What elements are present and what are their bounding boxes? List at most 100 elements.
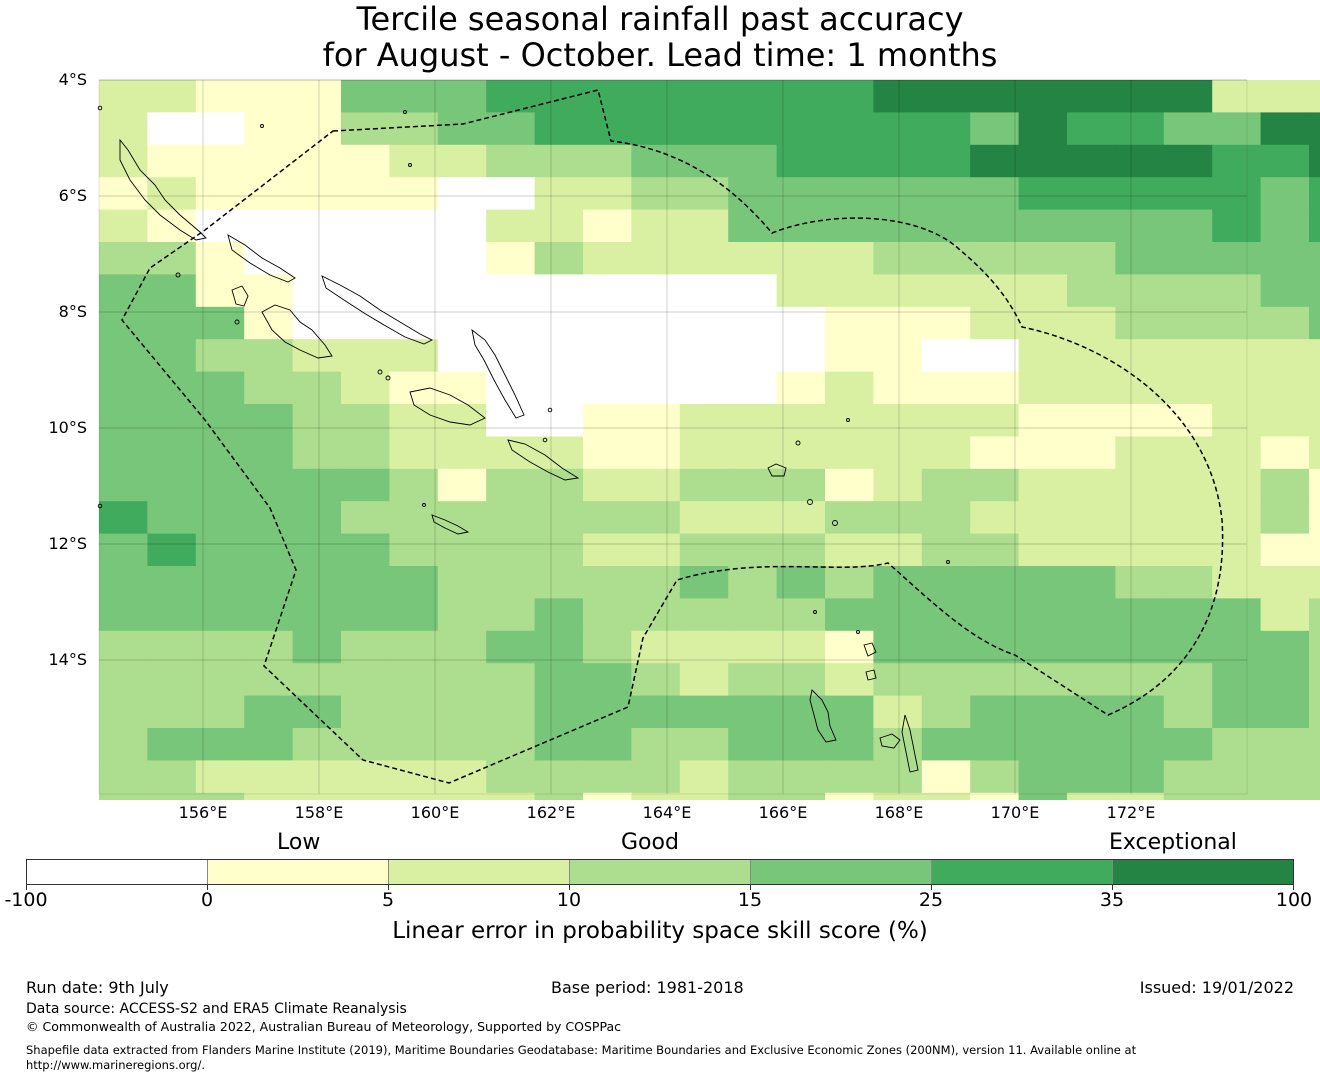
grid-cell	[1115, 598, 1165, 632]
grid-cell	[486, 533, 536, 567]
grid-cell	[244, 209, 294, 243]
grid-cell	[873, 274, 923, 308]
grid-cell	[534, 274, 584, 308]
grid-cell	[631, 306, 681, 340]
grid-cell	[195, 760, 245, 794]
grid-cell	[776, 209, 826, 243]
grid-cell	[679, 80, 729, 113]
colorbar-tick-mark	[931, 885, 932, 890]
grid-cell	[825, 630, 874, 664]
grid-cell	[147, 663, 197, 697]
grid-cell	[1163, 80, 1213, 113]
grid-cell	[873, 306, 923, 340]
grid-cell	[99, 436, 148, 470]
grid-cell	[1212, 209, 1262, 243]
grid-cell	[583, 112, 632, 146]
grid-cell	[1260, 695, 1310, 729]
grid-cell	[1163, 663, 1213, 697]
grid-cell	[99, 663, 148, 697]
grid-cell	[728, 339, 778, 373]
grid-cell	[1212, 792, 1262, 800]
grid-cell	[147, 533, 197, 567]
grid-cell	[1212, 630, 1262, 664]
grid-cell	[1115, 209, 1165, 243]
grid-cell	[970, 760, 1020, 794]
grid-cell	[921, 792, 971, 800]
grid-cell	[389, 566, 439, 599]
colorbar-segment	[27, 860, 208, 884]
grid-cell	[292, 501, 342, 535]
lat-label-6s: 6°S	[58, 186, 87, 205]
grid-cell	[1309, 663, 1320, 697]
grid-cell	[728, 760, 778, 794]
grid-cell	[437, 533, 487, 567]
grid-cell	[341, 468, 390, 502]
grid-cell	[1067, 760, 1116, 794]
grid-cell	[244, 695, 294, 729]
grid-cell	[776, 566, 826, 599]
grid-cell	[1067, 80, 1116, 113]
grid-cell	[1163, 242, 1213, 275]
grid-cell	[99, 695, 148, 729]
grid-cell	[1163, 306, 1213, 340]
grid-cell	[244, 663, 294, 697]
vanuatu-mid-coast	[879, 733, 901, 749]
grid-cell	[970, 792, 1020, 800]
vanuatu-islet-coast	[865, 669, 877, 681]
grid-cell	[486, 209, 536, 243]
shapefile-url: http://www.marineregions.org/.	[26, 1058, 205, 1072]
grid-cell	[1067, 242, 1116, 275]
grid-cell	[631, 80, 681, 113]
grid-cell	[1260, 80, 1310, 113]
grid-cell	[341, 209, 390, 243]
grid-cell	[1212, 306, 1262, 340]
grid-cell	[341, 695, 390, 729]
graticule	[99, 79, 1247, 794]
grid-cell	[1018, 306, 1068, 340]
grid-cell	[970, 468, 1020, 502]
grid-cell	[873, 242, 923, 275]
grid-cell	[776, 306, 826, 340]
grid-cell	[873, 468, 923, 502]
grid-cell	[728, 695, 778, 729]
grid-cell	[873, 436, 923, 470]
grid-cell	[1018, 663, 1068, 697]
grid-cell	[1115, 663, 1165, 697]
grid-cell	[292, 566, 342, 599]
grid-cell	[534, 339, 584, 373]
grid-cell	[970, 728, 1020, 761]
grid-cell	[1309, 274, 1320, 308]
grid-cell	[1260, 501, 1310, 535]
grid-cell	[825, 177, 874, 211]
grid-cell	[437, 792, 487, 800]
grid-cell	[1260, 144, 1310, 178]
grid-cell	[292, 371, 342, 405]
grid-cell	[437, 209, 487, 243]
grid-cell	[728, 663, 778, 697]
grid-cell	[776, 728, 826, 761]
grid-cell	[1260, 663, 1310, 697]
grid-cell	[99, 112, 148, 146]
grid-cell	[486, 630, 536, 664]
grid-cell	[1309, 177, 1320, 211]
grid-cell	[776, 501, 826, 535]
grid-cell	[147, 209, 197, 243]
grid-cell	[1309, 533, 1320, 567]
colorbar-tick-mark	[388, 885, 389, 890]
grid-cell	[486, 663, 536, 697]
grid-cell	[1212, 566, 1262, 599]
grid-cell	[437, 695, 487, 729]
grid-cell	[679, 404, 729, 437]
grid-cell	[1260, 533, 1310, 567]
grid-cell	[292, 177, 342, 211]
grid-cell	[825, 436, 874, 470]
grid-cell	[244, 112, 294, 146]
grid-cell	[970, 306, 1020, 340]
grid-cell	[534, 306, 584, 340]
grid-cell	[583, 663, 632, 697]
grid-cell	[970, 663, 1020, 697]
grid-cell	[583, 695, 632, 729]
grid-cell	[776, 404, 826, 437]
grid-cell	[583, 436, 632, 470]
grid-cell	[1067, 598, 1116, 632]
